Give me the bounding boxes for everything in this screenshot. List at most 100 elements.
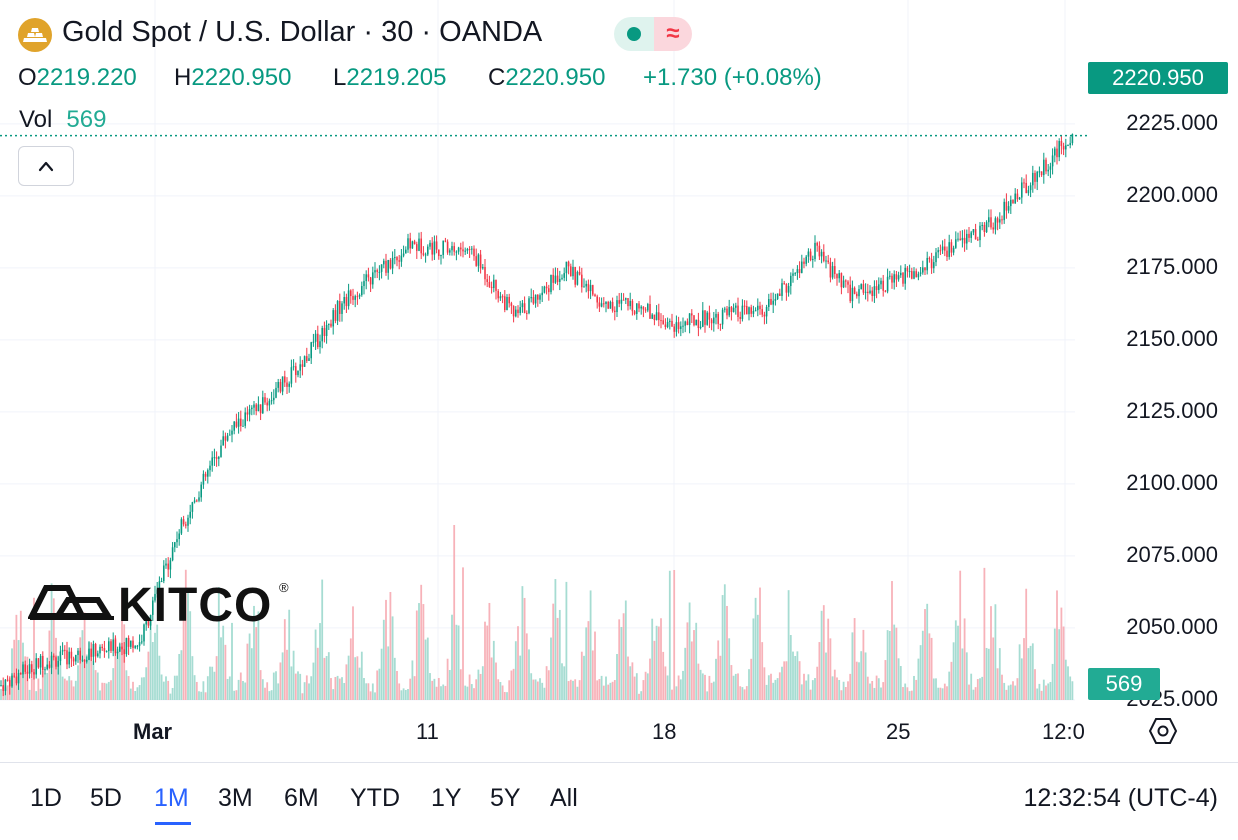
volume-bar [862,629,865,700]
candle-body [743,305,746,307]
candle-body [99,646,101,654]
volume-bar [789,635,792,700]
candle-body [930,259,933,269]
volume-bar [349,638,352,700]
candle-body [495,279,497,291]
volume-bar [354,657,357,700]
candle-body [497,290,499,299]
candle-body [587,283,590,292]
candle-body [270,400,273,402]
volume-bar [783,661,786,700]
candle-body [706,312,708,325]
candle-body [948,242,950,257]
candle-body [310,342,312,359]
candle-body [468,249,471,251]
candle-body [578,271,581,275]
volume-bar [541,682,544,700]
candle-body [871,290,873,296]
collapse-legend-button[interactable] [18,146,74,186]
volume-bar [429,673,431,700]
volume-bar [919,645,922,700]
volume-bar [895,627,898,700]
candle-body [53,655,55,658]
range-button-1y[interactable]: 1Y [431,784,462,812]
range-button-5y[interactable]: 5Y [490,784,521,812]
volume-bar [1062,626,1065,700]
candle-body [908,271,911,273]
candle-body [169,560,172,570]
candle-body [922,267,924,273]
candle-body [213,457,216,459]
candle-body [1003,201,1005,221]
volume-bar [858,662,860,700]
clock-timezone[interactable]: 12:32:54 (UTC-4) [1023,784,1218,812]
candle-body [215,457,218,459]
candle-body [572,266,574,277]
volume-bar [550,637,552,700]
candle-body [952,247,955,253]
candle-body [919,272,922,274]
volume-bar [451,614,453,700]
candle-body [499,296,502,299]
volume-bar [46,672,49,700]
volume-bar [880,687,882,700]
candle-body [94,643,97,657]
volume-bar [178,653,181,700]
volume-bar [741,687,744,700]
market-status-pill[interactable]: ≈ [614,17,692,51]
candle-body [618,300,620,304]
volume-bar [822,605,825,700]
range-button-all[interactable]: All [550,784,578,812]
volume-bar [737,673,739,700]
candle-body [22,664,24,675]
volume-tag: 569 [1088,668,1160,700]
candle-body [1032,172,1034,186]
candle-body [537,294,539,300]
volume-bar [807,674,810,700]
candle-body [378,271,381,273]
volume-bar [851,632,854,700]
volume-bar [297,671,299,700]
volume-bar [211,666,214,700]
volume-bar [492,640,495,700]
candle-body [559,278,561,282]
volume-bar [521,586,524,700]
candle-body [869,290,871,294]
volume-bar [204,692,207,700]
candle-body [9,680,11,687]
candle-body [308,358,310,361]
volume-bar [145,667,148,700]
candle-body [545,286,548,289]
range-button-6m[interactable]: 6M [284,784,319,812]
candle-body [226,435,229,441]
price-chart[interactable] [0,0,1238,760]
candle-body [433,241,436,255]
volume-bar [217,587,220,700]
candle-body [211,457,213,466]
candle-body [757,305,759,311]
candle-body [306,356,308,361]
candle-body [1005,201,1008,211]
candle-body [165,563,167,566]
volume-bar [693,630,695,700]
chart-settings-button[interactable] [1148,716,1178,746]
volume-bar [312,662,315,700]
volume-bar [739,686,742,700]
candle-body [475,256,477,266]
volume-bar [455,624,458,700]
candle-body [356,296,359,298]
volume-bar [763,667,766,700]
candle-body [1056,148,1058,158]
volume-bar [72,686,75,700]
range-button-1m[interactable]: 1M [154,784,189,812]
candle-body [739,316,741,319]
volume-bar [580,651,583,700]
candle-body [88,648,90,660]
range-button-ytd[interactable]: YTD [350,784,400,812]
range-button-1d[interactable]: 1D [30,784,62,812]
volume-bar [662,651,665,700]
range-button-5d[interactable]: 5D [90,784,122,812]
range-button-3m[interactable]: 3M [218,784,253,812]
candle-body [336,300,339,321]
candle-body [279,381,282,392]
